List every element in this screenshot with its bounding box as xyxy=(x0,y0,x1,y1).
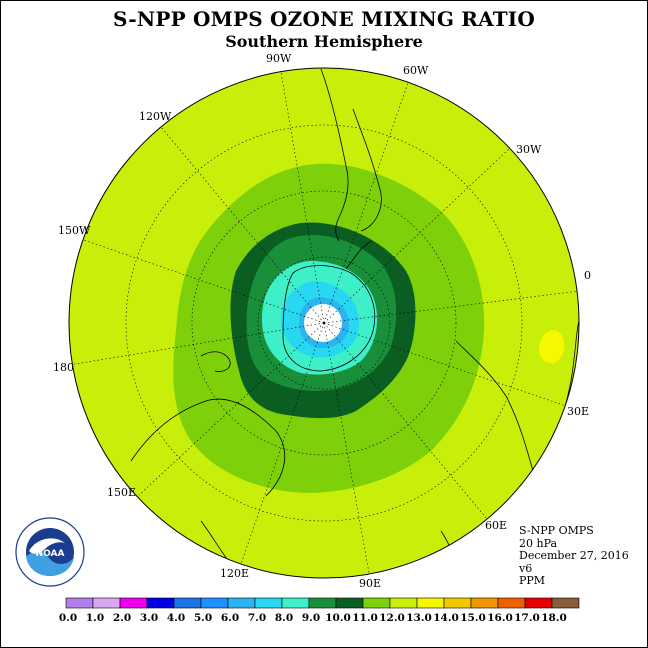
colorbar-box xyxy=(551,597,580,609)
graticule xyxy=(69,71,579,574)
colorbar-box xyxy=(92,597,121,609)
figure-title: S-NPP OMPS OZONE MIXING RATIO xyxy=(113,7,535,31)
colorbar-tick-label: 12.0 xyxy=(379,612,405,624)
colorbar-boxes xyxy=(65,597,580,609)
lon-label-30w: 30W xyxy=(516,143,542,156)
colorbar-tick-label: 6.0 xyxy=(221,612,239,624)
colorbar-tick-label: 3.0 xyxy=(140,612,158,624)
info-version: v6 xyxy=(519,561,533,575)
lon-label-0: 0 xyxy=(584,269,591,282)
colorbar-tick-label: 15.0 xyxy=(460,612,486,624)
colorbar-tick-label: 16.0 xyxy=(487,612,513,624)
colorbar-tick-label: 0.0 xyxy=(59,612,77,624)
lon-label-150e: 150E xyxy=(107,486,136,499)
colorbar-box xyxy=(524,597,553,609)
lon-label-90w: 90W xyxy=(266,52,292,65)
info-units: PPM xyxy=(519,574,546,588)
antarctica-coast xyxy=(282,265,376,372)
australia-coast xyxy=(130,398,285,497)
colorbar-box xyxy=(470,597,499,609)
colorbar-tick-label: 2.0 xyxy=(113,612,131,624)
colorbar-tick-label: 5.0 xyxy=(194,612,212,624)
info-block: S-NPP OMPS 20 hPa December 27, 2016 v6 P… xyxy=(519,524,629,588)
antarctic-peninsula xyxy=(345,240,372,270)
colorbar-box xyxy=(335,597,364,609)
colorbar-box xyxy=(497,597,526,609)
longitude-labels: 90W 60W 30W 0 30E 60E 90E 120E 150E 180 … xyxy=(53,52,591,590)
colorbar-box xyxy=(308,597,337,609)
colorbar-tick-label: 17.0 xyxy=(514,612,540,624)
colorbar-box xyxy=(146,597,175,609)
lon-label-60e: 60E xyxy=(485,519,507,532)
colorbar-tick-label: 9.0 xyxy=(302,612,320,624)
band-12-13 xyxy=(538,330,565,364)
colorbar-tick-label: 10.0 xyxy=(325,612,351,624)
info-instrument: S-NPP OMPS xyxy=(519,524,594,537)
colorbar-tick-label: 14.0 xyxy=(433,612,459,624)
colorbar-tick-label: 11.0 xyxy=(352,612,378,624)
logo-label: NOAA xyxy=(36,549,65,559)
colorbar-tick-label: 1.0 xyxy=(86,612,104,624)
colorbar-tick-label: 18.0 xyxy=(541,612,567,624)
lon-label-60w: 60W xyxy=(403,64,429,77)
lon-label-150w: 150W xyxy=(58,224,91,237)
colorbar-box xyxy=(65,597,94,609)
colorbar-box xyxy=(227,597,256,609)
lon-label-30e: 30E xyxy=(567,405,589,418)
south-america-coast xyxy=(320,68,349,242)
new-zealand-coast xyxy=(200,351,231,372)
colorbar-box xyxy=(119,597,148,609)
ozone-contours xyxy=(69,68,579,577)
lon-label-120e: 120E xyxy=(220,567,249,580)
colorbar-box xyxy=(443,597,472,609)
figure-subtitle: Southern Hemisphere xyxy=(225,32,423,51)
colorbar-tick-labels: 0.0 1.0 2.0 3.0 4.0 5.0 6.0 7.0 8.0 9.0 10.0 11.0 12… xyxy=(59,612,567,624)
colorbar-tick-label: 4.0 xyxy=(167,612,185,624)
lon-label-120w: 120W xyxy=(139,110,172,123)
colorbar-box xyxy=(389,597,418,609)
colorbar-box xyxy=(362,597,391,609)
lon-label-90e: 90E xyxy=(359,577,381,590)
colorbar-tick-label: 13.0 xyxy=(406,612,432,624)
colorbar-box xyxy=(200,597,229,609)
info-date: December 27, 2016 xyxy=(519,549,629,563)
colorbar-box xyxy=(254,597,283,609)
info-level: 20 hPa xyxy=(519,536,558,550)
colorbar-box xyxy=(173,597,202,609)
noaa-logo: NOAA xyxy=(15,517,85,587)
colorbar-box xyxy=(281,597,310,609)
lon-label-180: 180 xyxy=(53,361,74,374)
colorbar-tick-label: 7.0 xyxy=(248,612,266,624)
colorbar-box xyxy=(416,597,445,609)
colorbar-tick-label: 8.0 xyxy=(275,612,293,624)
